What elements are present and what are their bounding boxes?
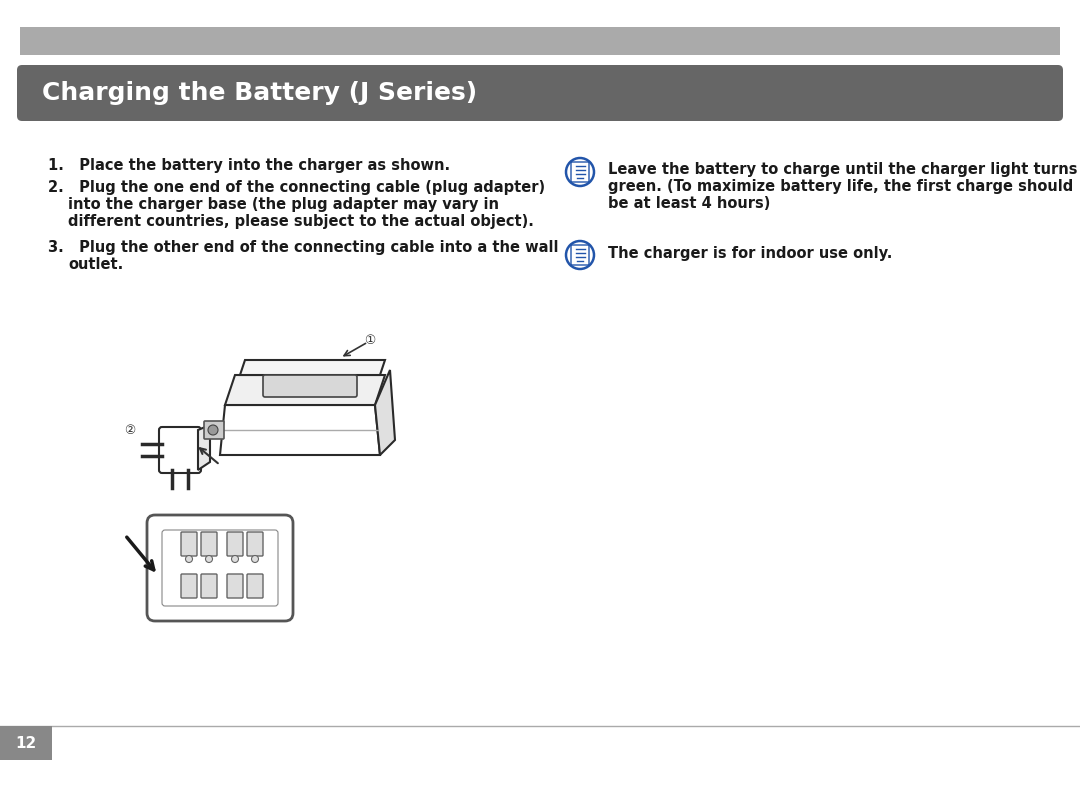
- Text: green. (To maximize battery life, the first charge should: green. (To maximize battery life, the fi…: [608, 179, 1074, 194]
- Circle shape: [208, 425, 218, 435]
- FancyBboxPatch shape: [0, 726, 52, 760]
- Circle shape: [252, 556, 258, 563]
- FancyBboxPatch shape: [204, 421, 224, 439]
- FancyBboxPatch shape: [571, 245, 589, 265]
- Text: 3.   Plug the other end of the connecting cable into a the wall: 3. Plug the other end of the connecting …: [48, 240, 558, 255]
- Text: ①: ①: [364, 334, 376, 346]
- FancyBboxPatch shape: [201, 574, 217, 598]
- Polygon shape: [225, 375, 384, 405]
- FancyBboxPatch shape: [201, 532, 217, 556]
- FancyBboxPatch shape: [264, 375, 357, 397]
- Text: outlet.: outlet.: [68, 257, 123, 272]
- FancyBboxPatch shape: [147, 515, 293, 621]
- Text: 2.   Plug the one end of the connecting cable (plug adapter): 2. Plug the one end of the connecting ca…: [48, 180, 545, 195]
- Circle shape: [231, 556, 239, 563]
- FancyBboxPatch shape: [181, 574, 197, 598]
- FancyBboxPatch shape: [247, 532, 264, 556]
- Polygon shape: [375, 370, 395, 455]
- FancyBboxPatch shape: [227, 532, 243, 556]
- FancyBboxPatch shape: [181, 532, 197, 556]
- Text: The charger is for indoor use only.: The charger is for indoor use only.: [608, 246, 892, 261]
- Text: ②: ②: [124, 423, 136, 436]
- FancyBboxPatch shape: [571, 162, 589, 182]
- FancyBboxPatch shape: [227, 574, 243, 598]
- Polygon shape: [220, 405, 380, 455]
- Text: Charging the Battery (J Series): Charging the Battery (J Series): [42, 81, 477, 105]
- Text: into the charger base (the plug adapter may vary in: into the charger base (the plug adapter …: [68, 197, 499, 212]
- FancyBboxPatch shape: [247, 574, 264, 598]
- Polygon shape: [240, 360, 384, 375]
- Polygon shape: [198, 425, 210, 470]
- Circle shape: [205, 556, 213, 563]
- Text: 12: 12: [15, 736, 37, 750]
- Text: Leave the battery to charge until the charger light turns: Leave the battery to charge until the ch…: [608, 162, 1078, 177]
- Text: different countries, please subject to the actual object).: different countries, please subject to t…: [68, 214, 534, 229]
- Text: 1.   Place the battery into the charger as shown.: 1. Place the battery into the charger as…: [48, 158, 450, 173]
- Text: be at least 4 hours): be at least 4 hours): [608, 196, 770, 211]
- FancyBboxPatch shape: [159, 427, 201, 473]
- FancyBboxPatch shape: [21, 27, 1059, 55]
- Circle shape: [186, 556, 192, 563]
- FancyBboxPatch shape: [17, 65, 1063, 121]
